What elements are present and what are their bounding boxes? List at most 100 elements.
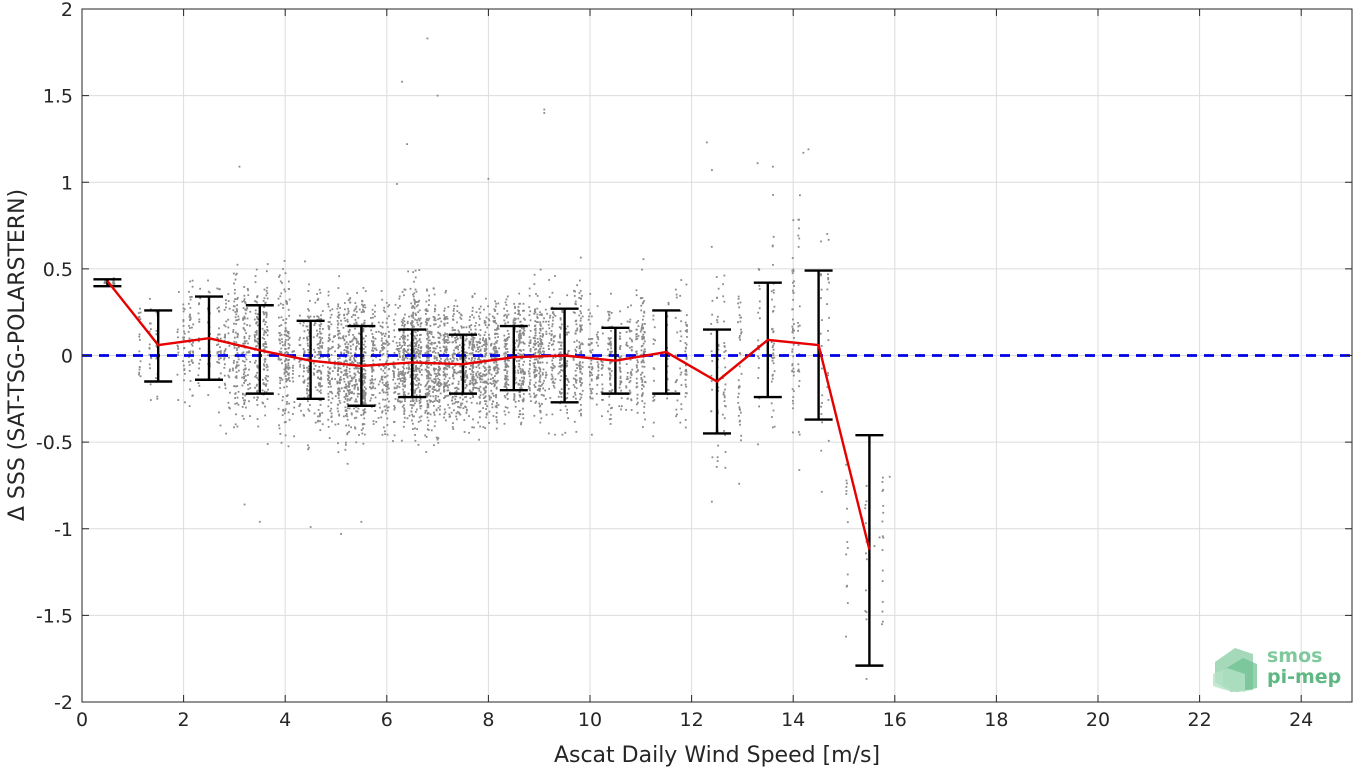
scatter-point — [370, 397, 373, 400]
scatter-point — [827, 276, 830, 279]
scatter-point — [234, 423, 237, 426]
scatter-point — [641, 395, 643, 397]
scatter-point — [529, 319, 532, 322]
scatter-point — [425, 395, 428, 398]
scatter-point — [264, 357, 267, 360]
scatter-point — [770, 402, 773, 405]
scatter-point — [237, 315, 240, 318]
scatter-point — [792, 329, 794, 332]
scatter-point — [437, 326, 440, 329]
scatter-point — [433, 357, 436, 360]
scatter-point — [536, 317, 539, 319]
scatter-point — [198, 384, 201, 387]
scatter-point — [418, 299, 421, 302]
scatter-point — [279, 433, 282, 435]
scatter-point — [465, 338, 468, 340]
scatter-point — [413, 292, 416, 295]
scatter-point — [232, 369, 234, 372]
scatter-point — [406, 417, 409, 420]
scatter-point — [539, 374, 542, 377]
scatter-point — [291, 366, 294, 369]
scatter-point — [710, 350, 713, 353]
scatter-point — [738, 335, 741, 337]
scatter-point — [350, 316, 353, 318]
scatter-point — [418, 344, 420, 347]
scatter-point — [138, 333, 141, 336]
scatter-point — [717, 345, 720, 347]
scatter-point — [458, 412, 461, 415]
scatter-point — [770, 341, 773, 344]
scatter-point — [397, 373, 400, 376]
scatter-point — [792, 219, 795, 222]
scatter-point — [373, 344, 376, 347]
scatter-point — [254, 339, 256, 341]
scatter-point — [417, 311, 420, 314]
scatter-point — [635, 294, 638, 297]
scatter-point — [529, 342, 532, 345]
scatter-point — [474, 332, 477, 335]
scatter-point — [758, 405, 760, 408]
scatter-point — [459, 413, 462, 416]
scatter-point — [241, 376, 244, 379]
scatter-point — [426, 332, 429, 335]
scatter-point — [514, 378, 517, 381]
scatter-point — [348, 298, 351, 301]
scatter-point — [354, 308, 357, 311]
scatter-point — [402, 363, 405, 366]
scatter-point — [279, 295, 282, 298]
scatter-point — [435, 368, 437, 370]
scatter-point — [472, 373, 475, 376]
scatter-point — [504, 338, 507, 341]
scatter-point — [610, 390, 613, 393]
scatter-point — [227, 293, 230, 295]
scatter-point — [428, 330, 431, 333]
scatter-point — [416, 428, 419, 431]
scatter-point — [349, 398, 352, 400]
scatter-point — [737, 379, 740, 382]
scatter-point — [520, 327, 523, 329]
scatter-point — [474, 328, 477, 331]
scatter-point — [386, 350, 389, 353]
scatter-point — [218, 411, 220, 414]
scatter-point — [246, 317, 249, 320]
scatter-point — [448, 366, 451, 369]
scatter-point — [353, 372, 356, 375]
scatter-point — [253, 318, 256, 321]
scatter-point — [494, 332, 497, 335]
scatter-point — [465, 354, 468, 357]
scatter-point — [287, 338, 290, 341]
scatter-point — [309, 315, 312, 318]
scatter-point — [415, 337, 418, 340]
scatter-point — [402, 393, 405, 396]
scatter-point — [398, 341, 401, 344]
scatter-point — [336, 326, 339, 329]
scatter-point — [710, 332, 713, 335]
scatter-point — [349, 391, 352, 394]
scatter-point — [155, 377, 158, 380]
scatter-point — [641, 379, 644, 382]
scatter-point — [369, 399, 372, 402]
scatter-point — [397, 371, 400, 374]
scatter-point — [382, 347, 385, 350]
scatter-point — [345, 369, 347, 372]
scatter-point — [299, 403, 302, 405]
scatter-point — [234, 331, 237, 334]
scatter-point — [426, 310, 429, 313]
scatter-point — [487, 318, 490, 320]
scatter-point — [404, 342, 406, 344]
scatter-point — [505, 304, 508, 306]
scatter-point — [738, 352, 741, 354]
scatter-point — [444, 333, 447, 335]
scatter-point — [189, 280, 192, 283]
scatter-point — [410, 323, 413, 326]
scatter-point — [466, 375, 469, 378]
scatter-point — [447, 336, 450, 339]
scatter-point — [228, 344, 231, 347]
scatter-point — [477, 333, 480, 336]
scatter-point — [560, 375, 563, 378]
scatter-point — [414, 439, 417, 442]
scatter-point — [538, 332, 541, 334]
scatter-point — [773, 356, 776, 359]
scatter-point — [249, 360, 252, 363]
scatter-point — [798, 370, 801, 373]
